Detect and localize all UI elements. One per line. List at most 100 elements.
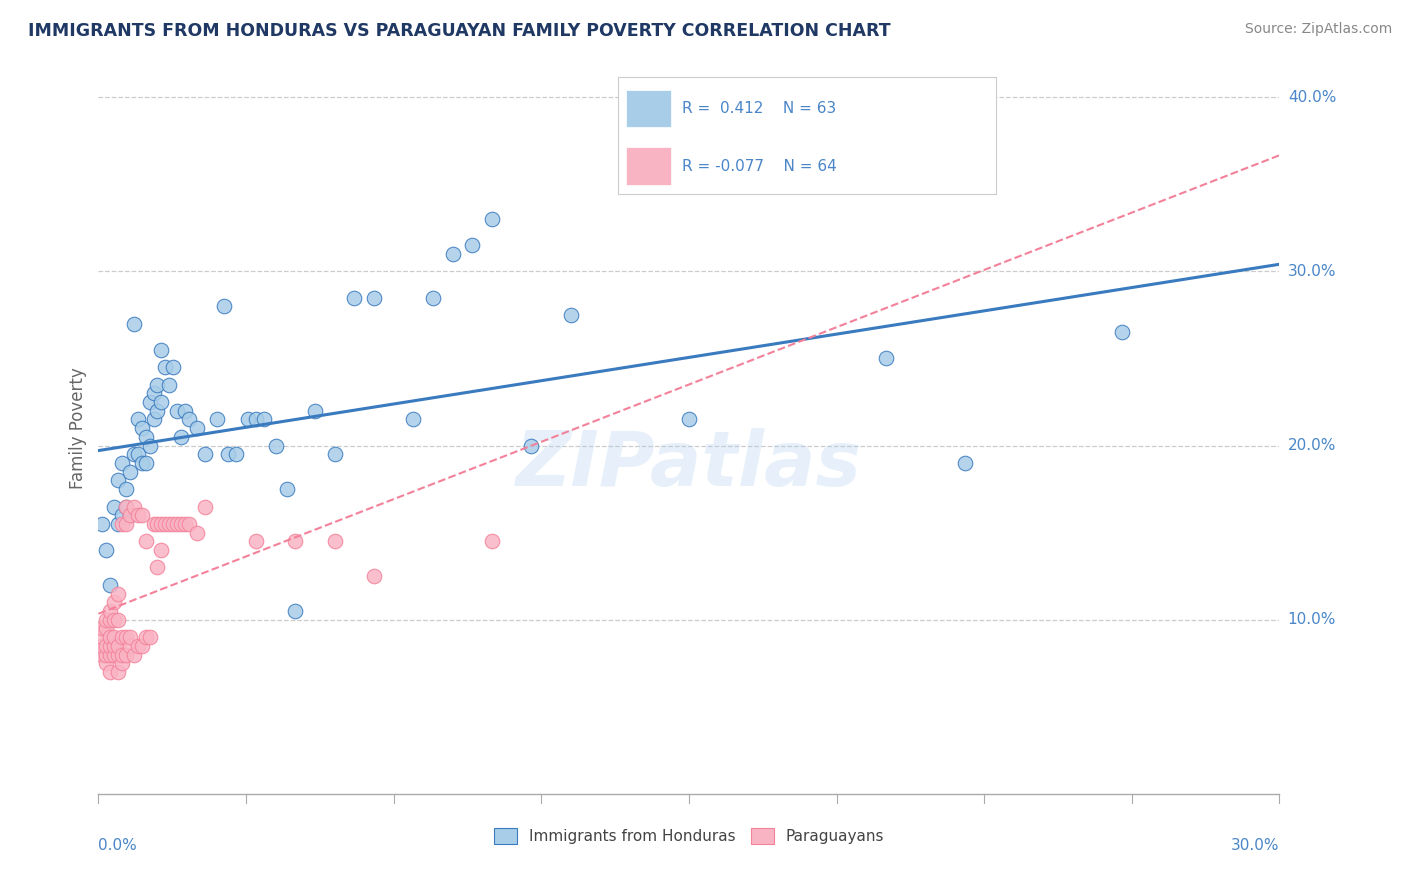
Point <box>142 516 165 531</box>
Point <box>98 665 121 679</box>
Point <box>323 534 346 549</box>
Point <box>91 516 114 531</box>
Point <box>1111 326 1133 340</box>
Point <box>98 578 121 592</box>
Point <box>122 500 145 514</box>
Point <box>363 291 385 305</box>
Point <box>142 386 165 401</box>
Point <box>155 360 177 375</box>
Point <box>875 351 897 366</box>
Point <box>481 534 503 549</box>
Point <box>264 439 287 453</box>
Text: IMMIGRANTS FROM HONDURAS VS PARAGUAYAN FAMILY POVERTY CORRELATION CHART: IMMIGRANTS FROM HONDURAS VS PARAGUAYAN F… <box>28 22 891 40</box>
Point <box>146 516 169 531</box>
Point <box>194 500 217 514</box>
Point <box>98 630 121 644</box>
Point <box>441 247 464 261</box>
Text: 10.0%: 10.0% <box>1288 612 1336 627</box>
Point <box>363 569 385 583</box>
Point <box>236 412 259 426</box>
Point <box>103 648 125 662</box>
Point <box>127 447 149 461</box>
Point <box>96 657 118 671</box>
Point <box>343 291 366 305</box>
Point <box>127 639 149 653</box>
Point <box>174 403 197 417</box>
Point <box>115 482 138 496</box>
Point <box>107 474 129 488</box>
Point <box>127 412 149 426</box>
Point <box>111 516 134 531</box>
Point <box>284 534 307 549</box>
Point <box>157 516 180 531</box>
Point <box>118 508 141 523</box>
Point <box>461 238 484 252</box>
Point <box>107 648 129 662</box>
Point <box>214 299 236 313</box>
Text: Source: ZipAtlas.com: Source: ZipAtlas.com <box>1244 22 1392 37</box>
Point <box>103 630 125 644</box>
Point <box>103 613 125 627</box>
Point <box>91 648 114 662</box>
Point <box>103 595 125 609</box>
Point <box>115 630 138 644</box>
Point <box>107 613 129 627</box>
Point <box>217 447 239 461</box>
Point <box>138 630 160 644</box>
Point <box>276 482 298 496</box>
Point <box>98 613 121 627</box>
Point <box>118 508 141 523</box>
Point <box>323 447 346 461</box>
Text: 30.0%: 30.0% <box>1288 264 1336 279</box>
Point <box>162 360 184 375</box>
Point <box>146 377 169 392</box>
Text: 0.0%: 0.0% <box>98 838 138 853</box>
Point <box>131 421 153 435</box>
Point <box>118 630 141 644</box>
Point <box>107 586 129 600</box>
Legend: Immigrants from Honduras, Paraguayans: Immigrants from Honduras, Paraguayans <box>486 821 891 852</box>
Point <box>150 543 173 558</box>
Point <box>115 500 138 514</box>
Point <box>304 403 326 417</box>
Point <box>177 412 200 426</box>
Point <box>103 500 125 514</box>
Point <box>146 403 169 417</box>
Point <box>135 630 157 644</box>
Point <box>91 622 114 636</box>
Point <box>162 516 184 531</box>
Point <box>111 508 134 523</box>
Point <box>98 648 121 662</box>
Point <box>115 516 138 531</box>
Point <box>135 430 157 444</box>
Point <box>91 639 114 653</box>
Point <box>157 377 180 392</box>
Text: 30.0%: 30.0% <box>1232 838 1279 853</box>
Point <box>111 456 134 470</box>
Text: 40.0%: 40.0% <box>1288 90 1336 104</box>
Point <box>481 212 503 227</box>
Point <box>96 648 118 662</box>
Point <box>177 516 200 531</box>
Y-axis label: Family Poverty: Family Poverty <box>69 368 87 489</box>
Point <box>115 500 138 514</box>
Point <box>170 516 193 531</box>
Point <box>135 534 157 549</box>
Point <box>131 508 153 523</box>
Point <box>107 639 129 653</box>
Point <box>115 648 138 662</box>
Point <box>138 395 160 409</box>
Point <box>146 560 169 574</box>
Point <box>131 639 153 653</box>
Point <box>402 412 425 426</box>
Point <box>225 447 247 461</box>
Point <box>174 516 197 531</box>
Point <box>186 421 208 435</box>
Point <box>98 604 121 618</box>
Point <box>150 395 173 409</box>
Point <box>91 630 114 644</box>
Point <box>131 456 153 470</box>
Point <box>138 439 160 453</box>
Point <box>122 648 145 662</box>
Point <box>205 412 228 426</box>
